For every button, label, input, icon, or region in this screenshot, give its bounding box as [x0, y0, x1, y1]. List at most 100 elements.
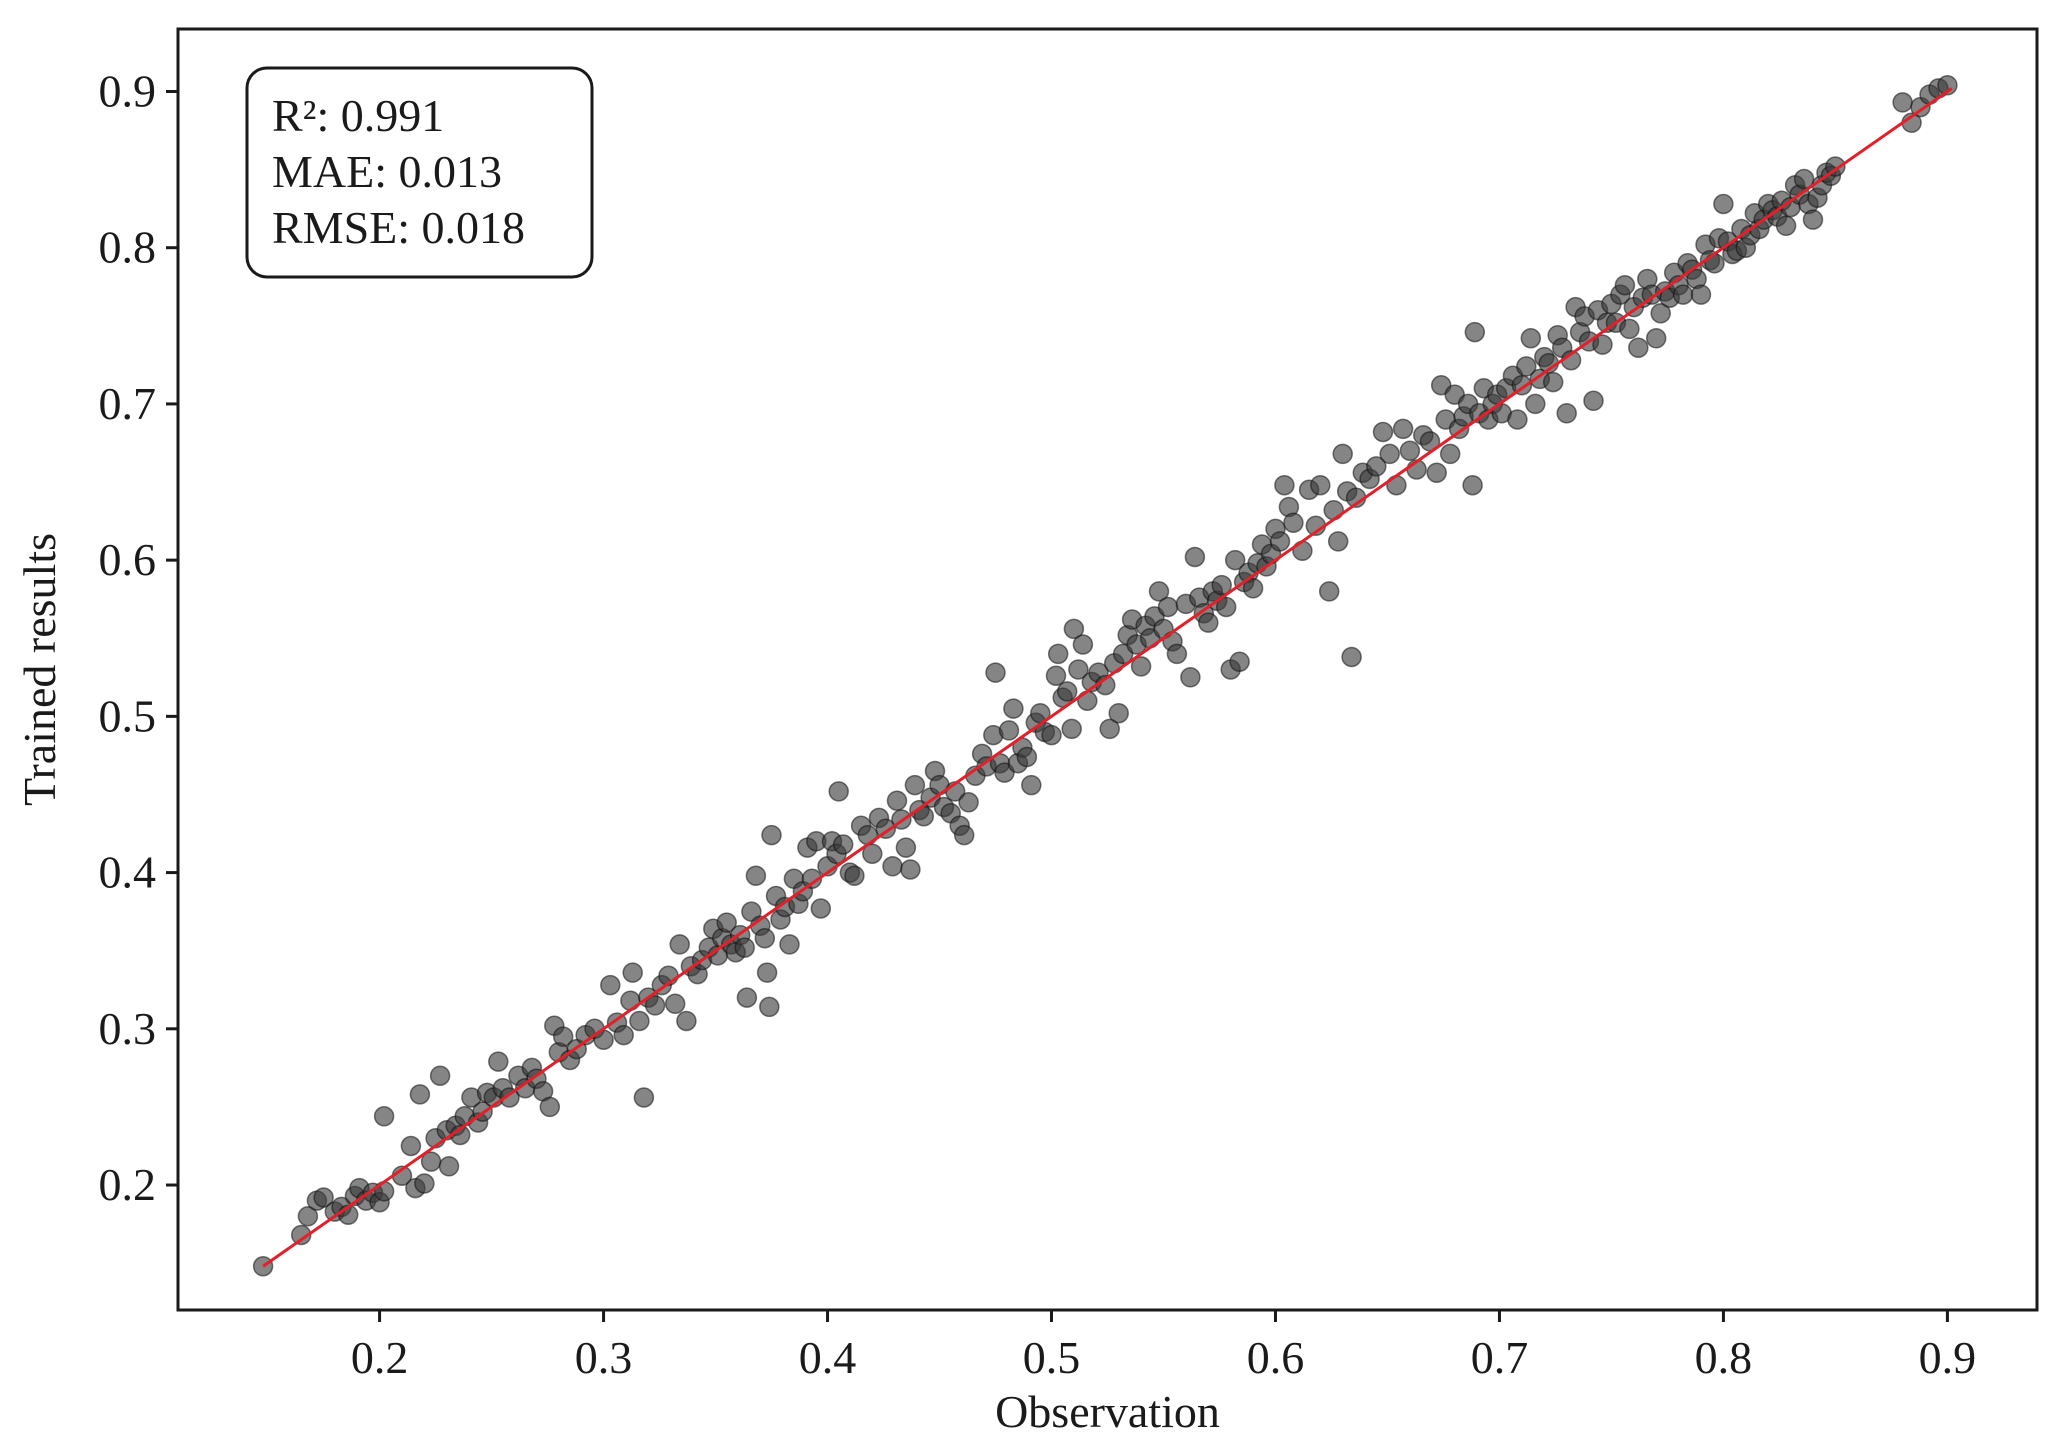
data-point: [1439, 443, 1461, 465]
data-point: [734, 937, 755, 958]
data-point: [429, 1065, 451, 1086]
data-point: [900, 859, 921, 880]
data-point: [1157, 596, 1179, 618]
data-point: [828, 781, 849, 802]
data-point: [1184, 546, 1206, 568]
data-point: [1793, 168, 1815, 190]
data-point: [613, 1024, 634, 1046]
y-axis-ticks: 0.2 0.3 0.4 0.5 0.6 0.7 0.8 0.9: [99, 65, 178, 1210]
data-point: [644, 995, 666, 1016]
data-point: [1016, 746, 1038, 768]
y-tick-label: 0.5: [99, 690, 157, 741]
y-tick-label: 0.2: [99, 1159, 157, 1210]
data-point: [1148, 581, 1170, 602]
data-point: [622, 962, 643, 983]
data-point: [1399, 440, 1421, 462]
data-point: [409, 1084, 431, 1105]
stats-r2-label: R²: 0.991: [272, 90, 444, 141]
data-point: [488, 1051, 509, 1072]
data-point: [633, 1087, 655, 1108]
data-point: [1520, 328, 1542, 349]
data-point: [1323, 499, 1344, 521]
data-point: [1619, 318, 1640, 340]
data-point: [1041, 724, 1062, 746]
data-point: [844, 865, 865, 886]
stats-box-frame: [245, 66, 594, 279]
data-point: [958, 792, 979, 813]
x-tick-label: 0.7: [1471, 1332, 1529, 1383]
data-point: [252, 1256, 274, 1277]
data-point: [1672, 284, 1694, 305]
data-point: [1327, 531, 1349, 552]
data-point: [1003, 698, 1024, 719]
data-point: [761, 824, 782, 846]
x-tick-label: 0.8: [1695, 1332, 1753, 1383]
data-point: [1507, 409, 1528, 430]
x-axis-ticks: 0.2 0.3 0.4 0.5 0.6 0.7 0.8 0.9: [351, 1310, 1976, 1383]
data-point: [1061, 718, 1082, 740]
data-point: [1462, 474, 1483, 496]
data-point: [1292, 540, 1313, 562]
stats-mae-label: MAE: 0.013: [272, 146, 502, 197]
fit-line: [262, 87, 1953, 1268]
data-point: [1802, 209, 1824, 230]
data-point: [1108, 702, 1129, 724]
x-tick-label: 0.2: [351, 1332, 409, 1383]
data-point: [1283, 512, 1304, 533]
data-point: [620, 990, 641, 1011]
y-axis-title: Trained results: [14, 533, 65, 806]
data-point: [862, 843, 883, 865]
data-point: [1775, 215, 1797, 237]
data-point: [1021, 774, 1042, 796]
data-point: [1366, 456, 1387, 477]
data-point: [1068, 659, 1089, 680]
data-point: [1047, 643, 1069, 665]
data-point: [1310, 474, 1331, 496]
data-point: [1224, 549, 1246, 571]
data-point: [832, 834, 854, 855]
y-tick-label: 0.6: [99, 534, 157, 585]
x-tick-label: 0.6: [1247, 1332, 1305, 1383]
data-point: [1464, 321, 1486, 343]
data-point: [754, 927, 776, 949]
data-point: [756, 962, 778, 983]
y-tick-label: 0.7: [99, 378, 157, 429]
data-point: [1269, 531, 1291, 552]
data-point: [736, 987, 758, 1008]
data-point: [882, 856, 903, 877]
data-point: [1077, 690, 1098, 711]
data-point: [1274, 474, 1295, 496]
data-point: [1180, 667, 1201, 688]
data-point: [1056, 681, 1078, 702]
data-point: [1892, 92, 1913, 113]
data-point: [1690, 284, 1712, 305]
data-point: [1379, 443, 1400, 465]
data-point: [600, 974, 621, 996]
stats-box: R²: 0.991 MAE: 0.013 RMSE: 0.018: [245, 66, 594, 279]
data-point: [1386, 474, 1407, 496]
data-point: [745, 865, 767, 886]
data-point: [1542, 371, 1564, 393]
data-point: [1628, 337, 1649, 358]
data-point: [414, 1173, 435, 1194]
data-point: [1614, 274, 1636, 296]
data-point: [904, 774, 926, 796]
data-point: [1372, 421, 1394, 443]
data-point: [1099, 718, 1120, 740]
y-tick-label: 0.9: [99, 65, 157, 116]
data-point: [1072, 634, 1094, 655]
data-point: [1063, 618, 1085, 640]
x-tick-label: 0.5: [1023, 1332, 1081, 1383]
data-point: [1166, 643, 1188, 665]
data-point: [895, 837, 917, 858]
data-point: [1215, 596, 1237, 618]
data-point: [1341, 646, 1362, 668]
data-point: [1392, 418, 1414, 440]
data-point: [810, 898, 832, 919]
data-point: [438, 1156, 460, 1177]
data-point: [1650, 303, 1671, 324]
data-point: [539, 1096, 561, 1118]
data-point: [1426, 462, 1447, 483]
data-point: [1198, 612, 1219, 633]
